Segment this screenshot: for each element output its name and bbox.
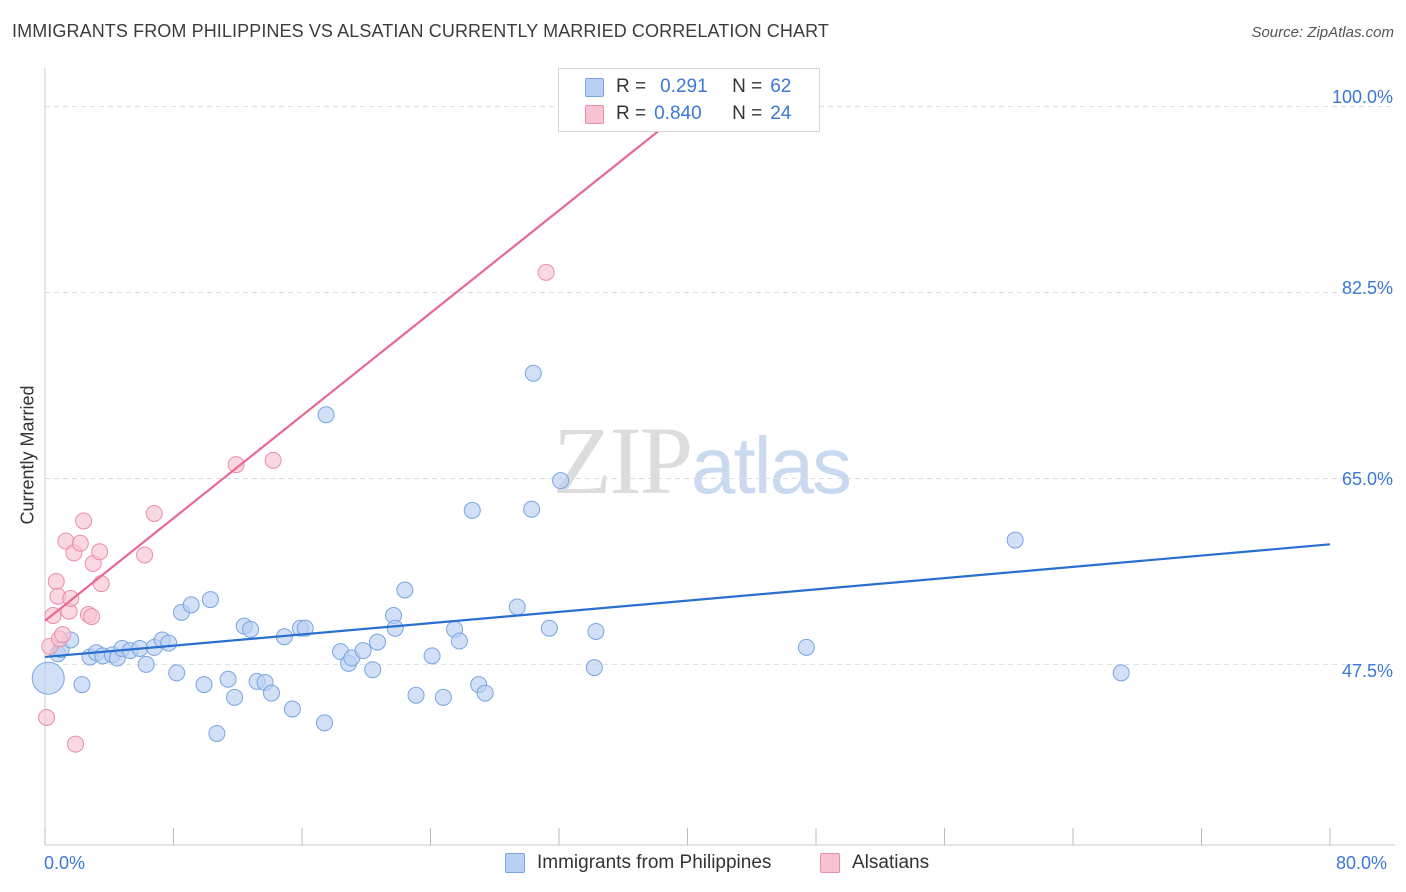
point-alsatians [136, 546, 154, 564]
point-philippines [585, 659, 603, 677]
legend-row-alsatians: R = 0.840 N = 24 [585, 102, 791, 126]
point-philippines [587, 622, 605, 640]
point-alsatians [38, 709, 56, 726]
point-philippines [168, 664, 186, 682]
point-philippines [31, 661, 65, 695]
legend-r-label: R = [616, 76, 647, 97]
point-philippines [262, 684, 280, 702]
point-alsatians [145, 505, 163, 522]
stats-legend: R = 0.291 N = 62 R = 0.840 N = 24 [558, 68, 820, 132]
x-tick-label-min: 0.0% [44, 853, 86, 873]
point-philippines [797, 638, 815, 656]
series-philippines-points [31, 364, 1130, 742]
point-philippines [364, 661, 382, 679]
point-alsatians [227, 456, 245, 474]
legend-swatch-blue [585, 77, 604, 97]
legend-n-label: N = [732, 76, 763, 97]
point-philippines [315, 714, 333, 732]
chart-title: IMMIGRANTS FROM PHILIPPINES VS ALSATIAN … [12, 21, 829, 41]
point-philippines [317, 406, 335, 424]
point-philippines [508, 598, 526, 616]
point-alsatians [67, 735, 85, 753]
point-alsatians [54, 626, 72, 644]
axes [44, 68, 1395, 846]
point-philippines [476, 684, 494, 702]
legend-r-value: 0.840 [654, 103, 702, 124]
point-philippines [523, 500, 541, 518]
legend-r-label: R = [616, 103, 647, 124]
point-philippines [283, 700, 301, 718]
point-alsatians [92, 575, 110, 593]
trend-line-alsatians [44, 105, 690, 622]
point-alsatians [91, 543, 109, 561]
point-philippines [368, 633, 386, 651]
point-philippines [226, 688, 244, 706]
legend-n-label: N = [732, 103, 763, 124]
point-philippines [73, 676, 91, 694]
y-tick-label: 82.5% [1341, 278, 1393, 298]
y-tick-label: 47.5% [1341, 661, 1393, 681]
legend-row-philippines: R = 0.291 N = 62 [585, 75, 791, 99]
point-philippines [386, 619, 404, 637]
point-philippines [354, 642, 372, 660]
legend-n-value: 24 [770, 103, 792, 124]
point-alsatians [83, 608, 101, 626]
point-philippines [423, 647, 441, 665]
point-alsatians [75, 512, 93, 530]
legend-label-philippines: Immigrants from Philippines [537, 852, 772, 873]
point-alsatians [537, 263, 555, 281]
grid-lines [45, 106, 1395, 665]
point-philippines [296, 619, 314, 637]
legend-n-value: 62 [770, 76, 792, 97]
point-philippines [450, 632, 468, 650]
point-philippines [552, 472, 570, 490]
point-philippines [219, 670, 237, 688]
point-alsatians [264, 451, 282, 469]
point-philippines [434, 688, 452, 706]
y-tick-label: 100.0% [1331, 87, 1393, 107]
point-philippines [540, 619, 558, 637]
point-philippines [1112, 664, 1130, 682]
point-philippines [201, 591, 219, 609]
trend-lines [44, 105, 1331, 659]
y-axis-label: Currently Married [17, 385, 38, 525]
point-philippines [182, 596, 200, 614]
bottom-legend-alsatians: Alsatians [820, 852, 929, 874]
y-tick-label: 65.0% [1341, 469, 1393, 489]
point-alsatians [47, 573, 65, 590]
legend-label-alsatians: Alsatians [852, 852, 930, 873]
legend-swatch-pink [585, 104, 604, 124]
point-philippines [463, 501, 481, 519]
legend-swatch-blue [505, 853, 525, 873]
point-philippines [407, 686, 425, 704]
legend-swatch-pink [820, 853, 840, 873]
legend-r-value: 0.291 [660, 76, 708, 97]
point-philippines [160, 634, 178, 652]
point-philippines [208, 724, 226, 742]
trend-line-philippines [44, 543, 1331, 659]
point-philippines [195, 676, 213, 694]
bottom-legend-philippines: Immigrants from Philippines [505, 852, 771, 874]
source-label: Source: ZipAtlas.com [1251, 24, 1394, 41]
series-alsatians-points [38, 263, 555, 753]
point-philippines [137, 655, 155, 673]
point-philippines [524, 364, 542, 382]
x-tick-label-max: 80.0% [1336, 853, 1388, 873]
point-philippines [1006, 531, 1024, 549]
point-alsatians [71, 534, 89, 552]
point-philippines [396, 581, 414, 599]
point-philippines [242, 620, 260, 638]
